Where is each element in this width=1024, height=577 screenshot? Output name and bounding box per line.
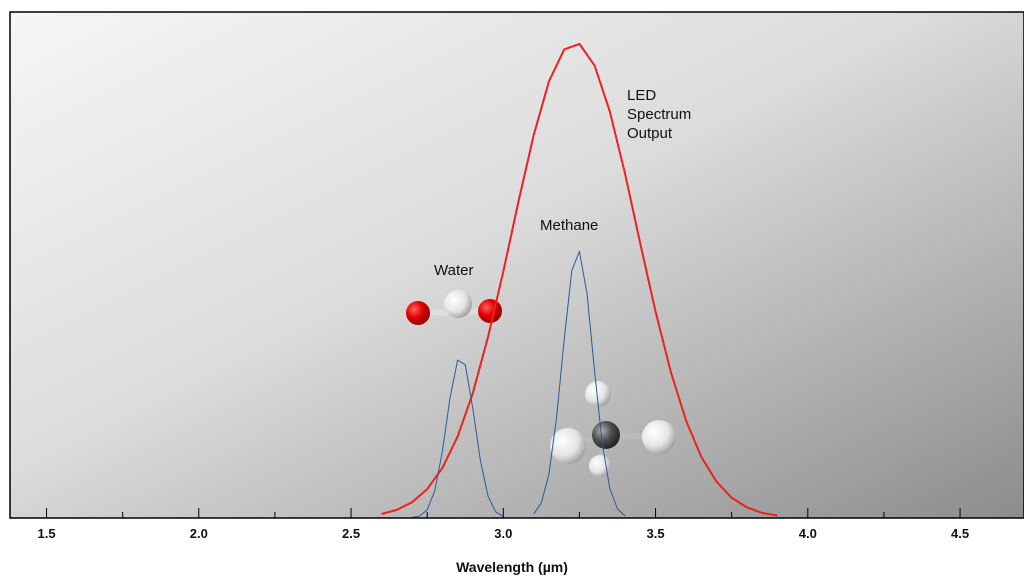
annotation: Output [627, 125, 673, 142]
x-tick-label: 3.5 [647, 526, 665, 541]
series-line [411, 359, 504, 518]
annotation: Methane [540, 217, 598, 234]
x-tick-label: 3.0 [494, 526, 512, 541]
x-tick-label: 2.0 [190, 526, 208, 541]
annotation: Water [434, 262, 473, 279]
x-tick-label: 1.5 [38, 526, 56, 541]
series-line [381, 42, 778, 517]
x-tick-label: 4.0 [799, 526, 817, 541]
curves [381, 42, 778, 518]
x-axis-title: Wavelength (µm) [456, 559, 568, 575]
series-line [533, 250, 626, 517]
annotation: LED [627, 87, 656, 104]
plot-background [10, 12, 1024, 518]
x-tick-label: 4.5 [951, 526, 969, 541]
plot-frame [9, 11, 1024, 519]
x-tick-label: 2.5 [342, 526, 360, 541]
annotation: Spectrum [627, 106, 691, 123]
water-icon [406, 290, 502, 325]
